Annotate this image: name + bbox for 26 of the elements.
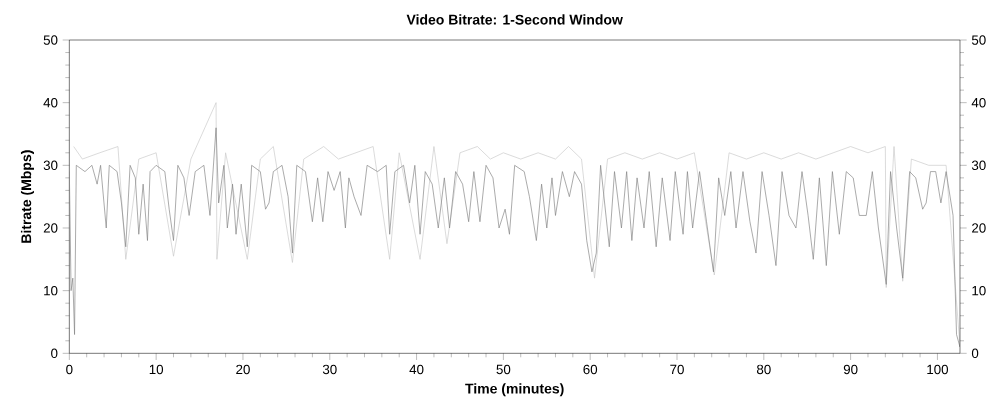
y2-tick-label: 20 xyxy=(972,223,986,233)
y2-tick-label: 10 xyxy=(972,285,986,296)
y-tick-label: 40 xyxy=(43,97,58,108)
y-tick-label: 0 xyxy=(51,348,58,359)
y-tick-label: 10 xyxy=(44,285,58,296)
x-tick-label: 80 xyxy=(756,364,771,375)
x-axis-title: Time (minutes) xyxy=(465,383,564,397)
x-tick-label: 70 xyxy=(670,364,684,375)
x-tick-label: 50 xyxy=(496,364,511,375)
x-tick-label: 100 xyxy=(927,364,949,375)
x-tick-label: 40 xyxy=(409,364,424,375)
y2-tick-label: 30 xyxy=(971,160,986,171)
y-tick-label: 30 xyxy=(43,160,58,171)
chart-title: Video Bitrate: 1-Second Window xyxy=(406,14,623,25)
y2-tick-label: 50 xyxy=(971,35,986,45)
y-tick-label: 20 xyxy=(43,223,58,233)
y2-tick-label: 40 xyxy=(971,97,986,108)
y-tick-label: 50 xyxy=(43,35,58,45)
x-tick-label: 90 xyxy=(843,364,858,375)
x-tick-label: 10 xyxy=(149,364,164,375)
x-tick-label: 0 xyxy=(66,364,73,375)
y-axis-title: Bitrate (Mbps) xyxy=(20,150,34,243)
x-tick-label: 20 xyxy=(236,364,250,375)
x-tick-label: 60 xyxy=(583,364,598,375)
y2-tick-label: 0 xyxy=(971,348,979,359)
x-tick-label: 30 xyxy=(322,364,337,375)
